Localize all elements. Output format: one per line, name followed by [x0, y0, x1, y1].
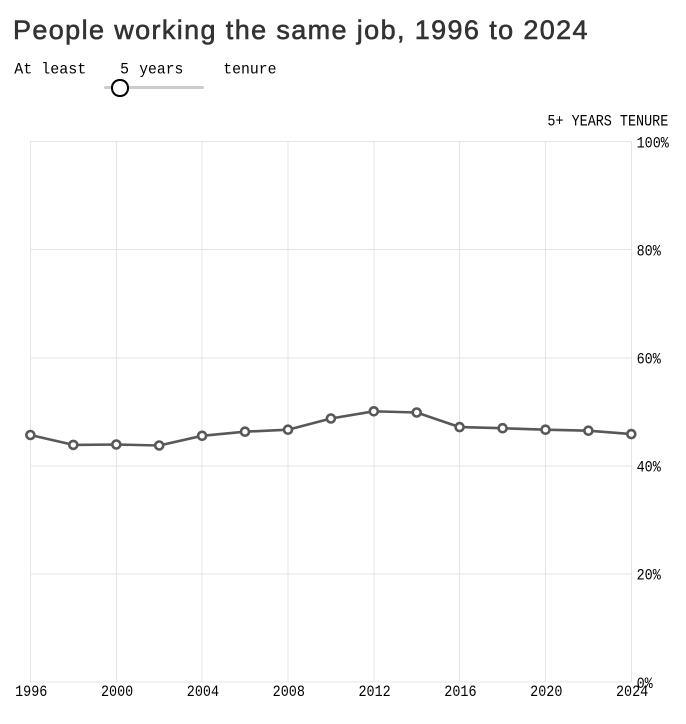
svg-text:years: years [139, 60, 183, 78]
svg-text:0%: 0% [637, 676, 653, 693]
svg-text:20%: 20% [637, 568, 661, 585]
svg-text:1996: 1996 [15, 684, 47, 701]
svg-text:2012: 2012 [358, 684, 390, 701]
svg-text:tenure: tenure [223, 60, 276, 78]
svg-text:80%: 80% [637, 243, 661, 260]
svg-text:40%: 40% [637, 460, 661, 477]
svg-text:2024: 2024 [616, 684, 648, 701]
svg-text:5+ YEARS TENURE: 5+ YEARS TENURE [547, 113, 668, 130]
svg-text:5: 5 [120, 60, 129, 78]
svg-text:2008: 2008 [273, 684, 305, 701]
svg-text:60%: 60% [637, 352, 661, 369]
svg-text:2000: 2000 [101, 684, 133, 701]
svg-text:100%: 100% [637, 135, 669, 152]
svg-text:At least: At least [14, 60, 86, 78]
svg-text:2020: 2020 [530, 684, 562, 701]
svg-text:2004: 2004 [187, 684, 219, 701]
svg-text:2016: 2016 [444, 684, 476, 701]
